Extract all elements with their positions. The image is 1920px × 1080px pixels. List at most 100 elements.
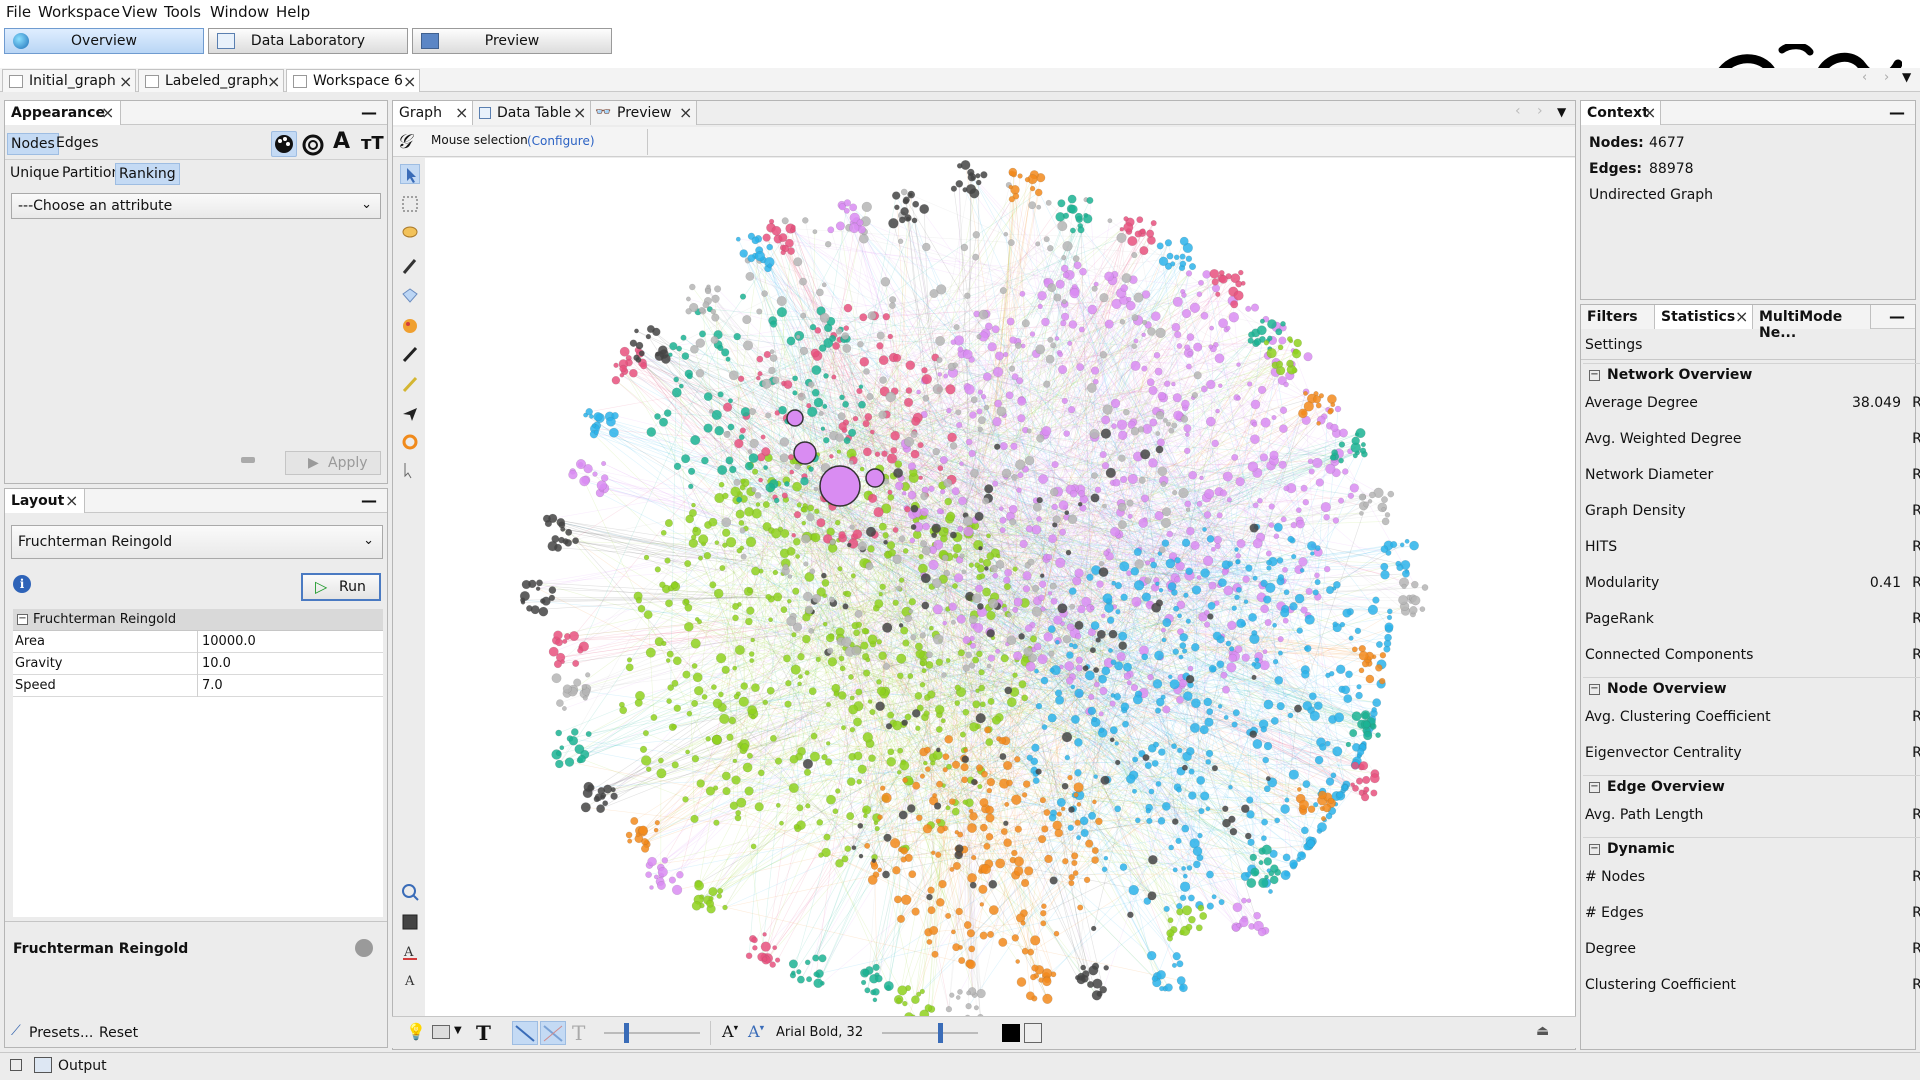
graph-node[interactable] — [976, 408, 983, 415]
graph-node[interactable] — [1205, 759, 1212, 765]
graph-node[interactable] — [875, 701, 885, 712]
graph-node[interactable] — [869, 708, 876, 716]
graph-node[interactable] — [1312, 589, 1319, 596]
graph-node[interactable] — [919, 681, 926, 688]
graph-node[interactable] — [960, 763, 969, 772]
graph-node[interactable] — [935, 704, 945, 715]
graph-node[interactable] — [1283, 381, 1289, 388]
graph-node[interactable] — [1084, 670, 1095, 681]
graph-node[interactable] — [750, 683, 760, 693]
graph-node[interactable] — [924, 1004, 933, 1012]
graph-node[interactable] — [1276, 701, 1285, 711]
graph-node[interactable] — [580, 802, 591, 813]
graph-node[interactable] — [1274, 676, 1284, 685]
graph-node[interactable] — [1006, 612, 1012, 618]
graph-node[interactable] — [560, 526, 566, 532]
size-icon[interactable] — [301, 133, 325, 161]
graph-node[interactable] — [987, 697, 995, 705]
graph-node[interactable] — [813, 971, 820, 978]
graph-node[interactable] — [835, 788, 841, 794]
graph-node[interactable] — [1110, 398, 1121, 409]
graph-node[interactable] — [978, 884, 988, 894]
graph-node[interactable] — [739, 293, 747, 300]
graph-node[interactable] — [1179, 632, 1189, 642]
graph-node[interactable] — [806, 513, 815, 522]
graph-node[interactable] — [1325, 812, 1333, 820]
graph-node[interactable] — [1155, 581, 1160, 586]
graph-node[interactable] — [1188, 915, 1196, 924]
graph-node[interactable] — [922, 760, 928, 766]
graph-node[interactable] — [1333, 580, 1341, 589]
graph-node[interactable] — [676, 871, 684, 879]
graph-node[interactable] — [1116, 232, 1127, 243]
graph-node[interactable] — [558, 536, 565, 544]
close-icon[interactable]: × — [267, 72, 281, 91]
graph-node[interactable] — [1155, 411, 1165, 420]
graph-node[interactable] — [1153, 741, 1160, 748]
graph-node[interactable] — [955, 907, 963, 916]
graph-node[interactable] — [1074, 819, 1081, 826]
graph-node[interactable] — [1041, 825, 1049, 833]
graph-node[interactable] — [1213, 535, 1223, 545]
graph-node[interactable] — [978, 669, 985, 676]
graph-node[interactable] — [1348, 635, 1354, 641]
graph-node[interactable] — [1039, 797, 1047, 804]
graph-node[interactable] — [971, 778, 978, 786]
graph-node[interactable] — [1115, 609, 1121, 615]
graph-node[interactable] — [790, 970, 796, 976]
graph-node[interactable] — [1065, 549, 1072, 556]
graph-node[interactable] — [945, 912, 952, 919]
graph-node[interactable] — [1011, 849, 1018, 857]
menu-workspace[interactable]: Workspace — [38, 3, 120, 21]
graph-node[interactable] — [1162, 507, 1172, 517]
graph-node[interactable] — [1047, 244, 1054, 252]
graph-node[interactable] — [1283, 485, 1290, 492]
graph-node[interactable] — [951, 487, 960, 496]
graph-node[interactable] — [871, 858, 877, 863]
attribute-select[interactable]: ---Choose an attribute ⌄ — [11, 193, 381, 219]
graph-node[interactable] — [530, 605, 540, 615]
collapse-icon[interactable]: − — [17, 613, 28, 625]
graph-node[interactable] — [1181, 648, 1188, 654]
graph-node[interactable] — [1037, 834, 1047, 844]
graph-node[interactable] — [769, 961, 776, 968]
graph-node[interactable] — [1025, 661, 1036, 672]
graph-node[interactable] — [948, 602, 957, 611]
graph-node[interactable] — [714, 540, 720, 545]
graph-node[interactable] — [786, 546, 796, 556]
graph-node[interactable] — [1000, 828, 1008, 836]
graph-node[interactable] — [1042, 976, 1052, 987]
graph-node[interactable] — [1419, 606, 1426, 612]
graph-node[interactable] — [1199, 725, 1209, 735]
graph-node[interactable] — [1355, 691, 1363, 700]
graph-node[interactable] — [911, 709, 921, 718]
graph-node[interactable] — [1222, 805, 1229, 812]
graph-node[interactable] — [1119, 863, 1128, 871]
graph-node[interactable] — [1226, 662, 1237, 673]
graph-node[interactable] — [1171, 422, 1178, 429]
graph-node[interactable] — [818, 344, 827, 352]
graph-node[interactable] — [671, 679, 679, 687]
graph-node[interactable] — [821, 578, 830, 587]
graph-node[interactable] — [982, 497, 990, 505]
graph-node[interactable] — [778, 405, 787, 415]
graph-node[interactable] — [1198, 807, 1205, 815]
graph-node[interactable] — [610, 792, 618, 800]
graph-node[interactable] — [1198, 279, 1204, 286]
graph-node[interactable] — [1174, 557, 1181, 564]
graph-node[interactable] — [721, 665, 730, 675]
graph-node[interactable] — [1036, 496, 1043, 504]
graph-node[interactable] — [1036, 434, 1045, 443]
graph-node[interactable] — [971, 593, 982, 604]
graph-node[interactable] — [1148, 385, 1158, 395]
graph-node[interactable] — [849, 524, 855, 530]
graph-node[interactable] — [910, 504, 919, 513]
graph-node[interactable] — [999, 516, 1007, 524]
graph-node[interactable] — [920, 507, 929, 517]
graph-node[interactable] — [835, 859, 844, 868]
graph-node[interactable] — [802, 634, 811, 644]
graph-node[interactable] — [996, 553, 1001, 559]
painter-icon[interactable] — [400, 316, 420, 336]
graph-node[interactable] — [1168, 844, 1175, 851]
graph-node[interactable] — [1025, 525, 1034, 533]
